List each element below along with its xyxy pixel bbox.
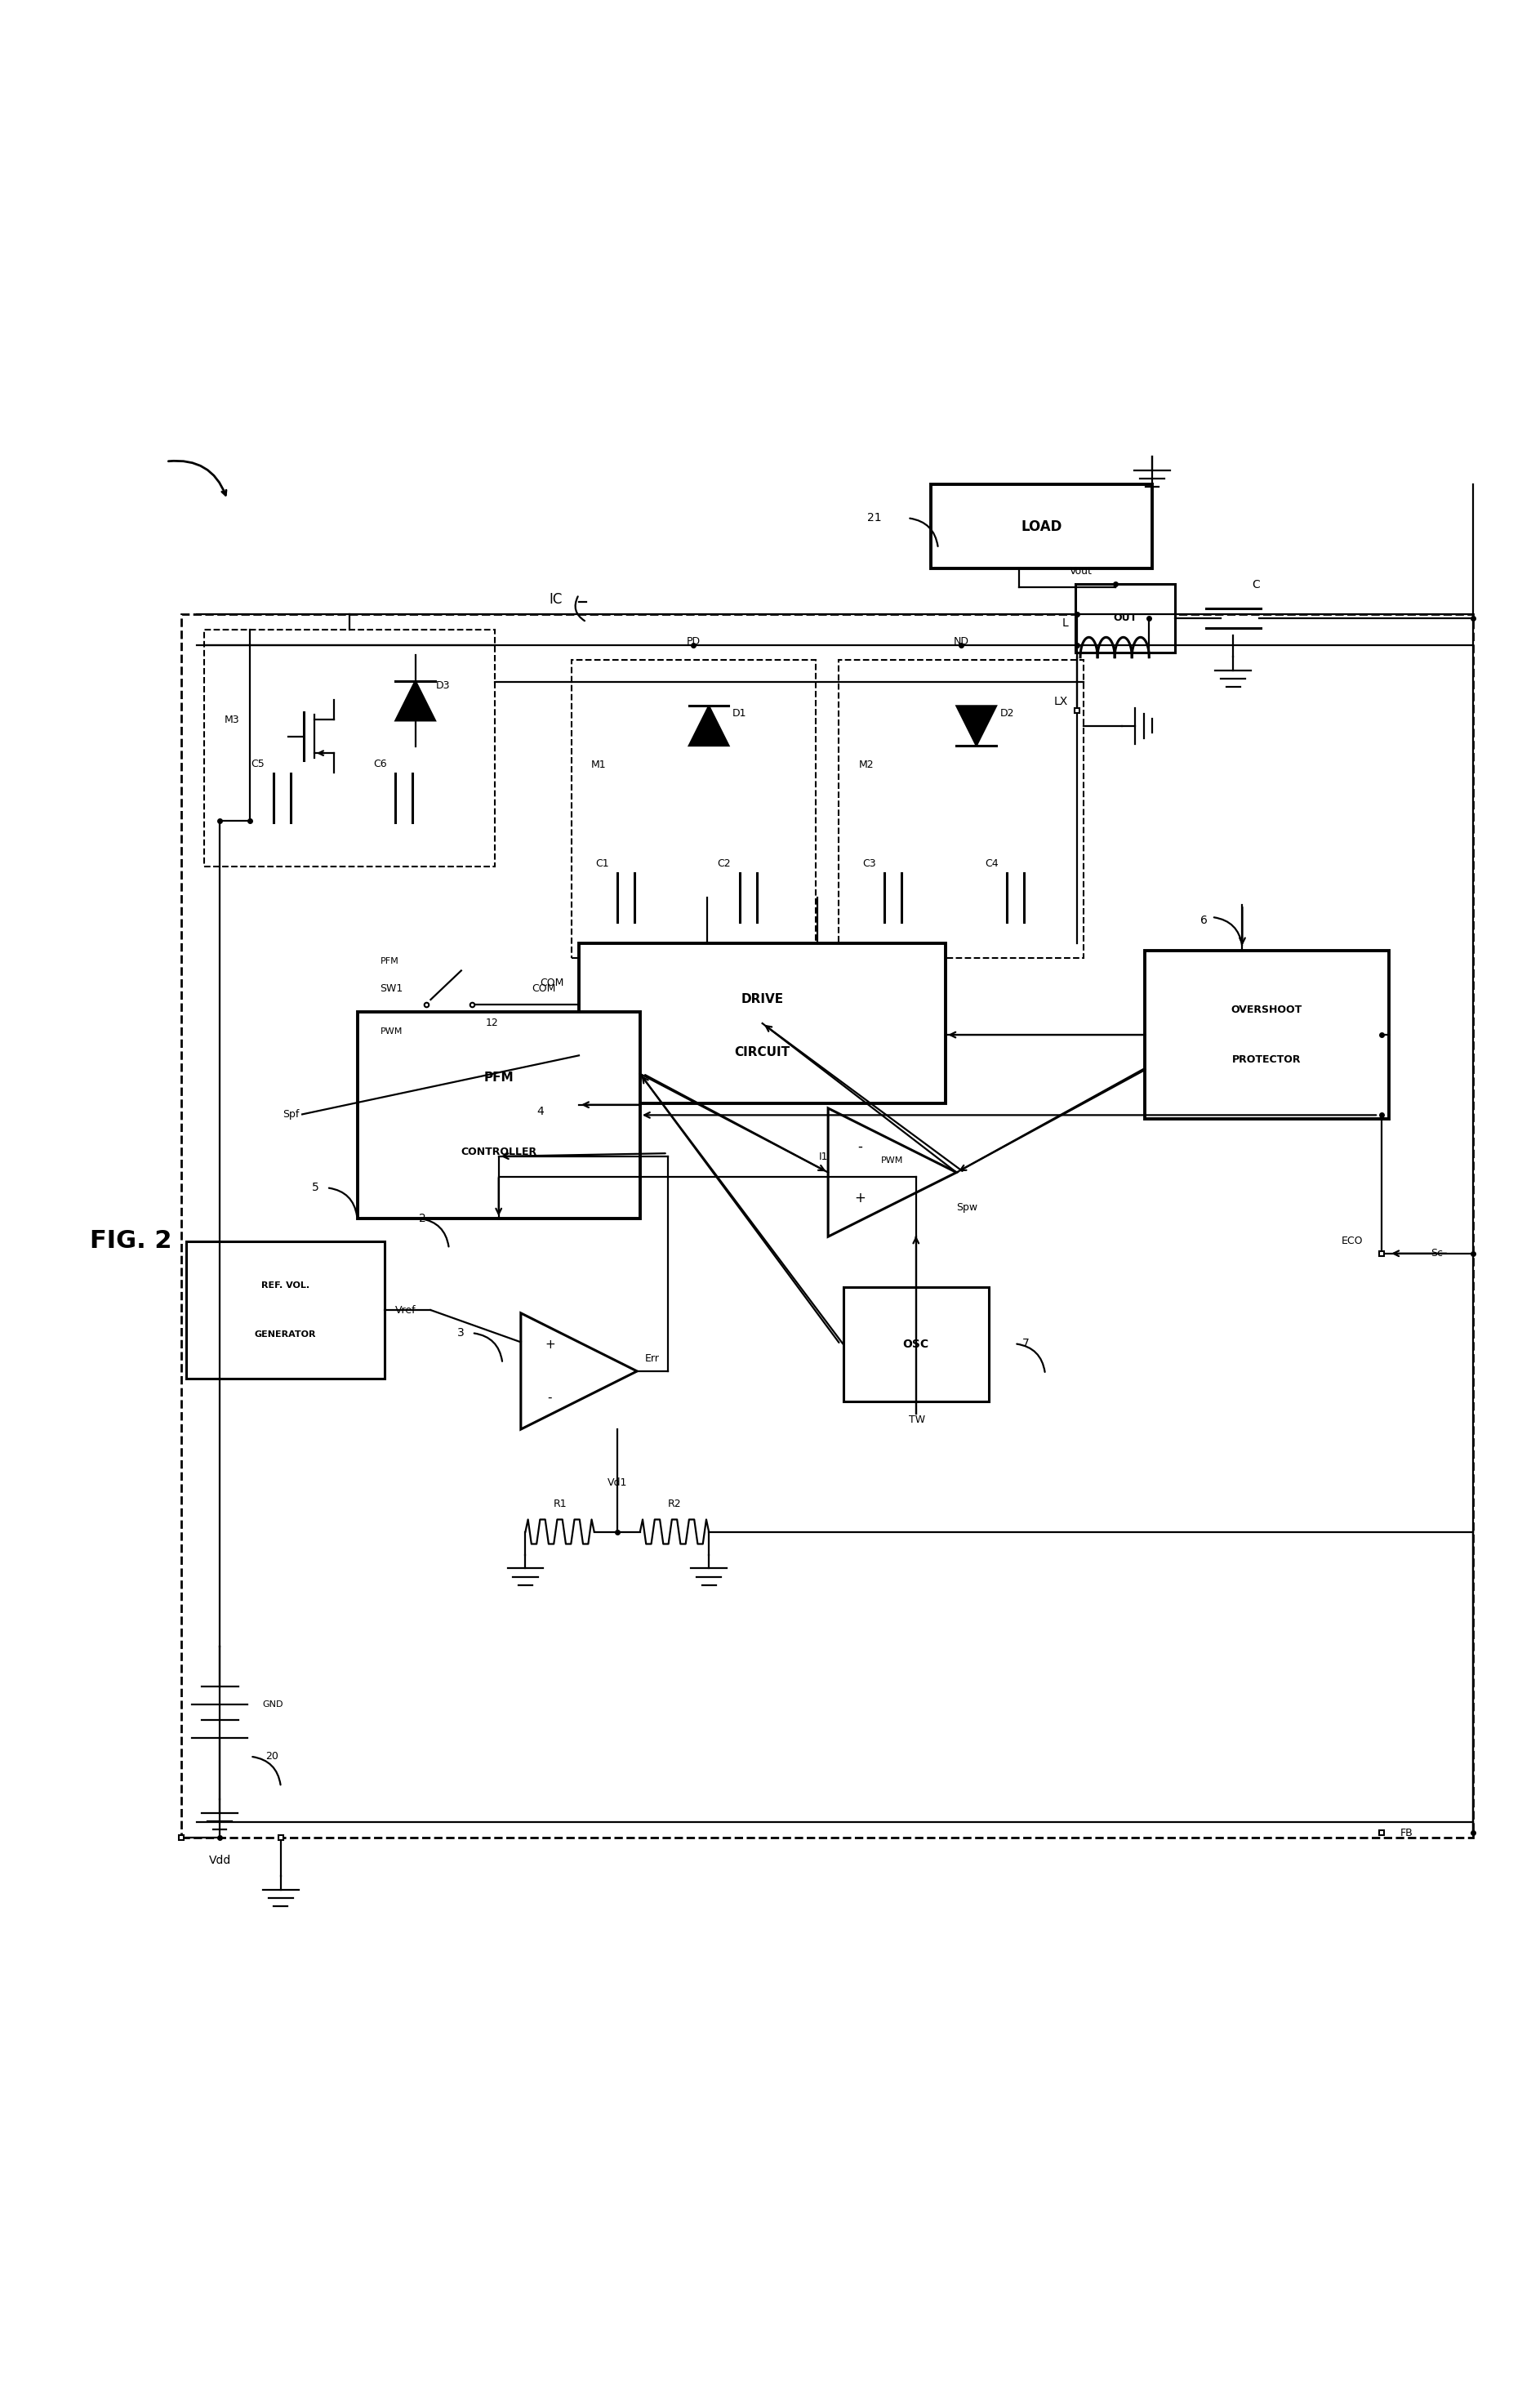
FancyBboxPatch shape <box>182 614 1474 1838</box>
Text: +: + <box>855 1191 865 1205</box>
Text: GENERATOR: GENERATOR <box>254 1331 316 1338</box>
Text: CIRCUIT: CIRCUIT <box>735 1047 790 1059</box>
Text: D3: D3 <box>436 681 450 691</box>
Polygon shape <box>688 705 728 746</box>
Text: PROTECTOR: PROTECTOR <box>1232 1054 1301 1066</box>
Text: M1: M1 <box>591 760 607 770</box>
Text: ND: ND <box>953 638 969 647</box>
Text: 2: 2 <box>419 1213 427 1225</box>
Text: C: C <box>1252 580 1260 589</box>
FancyBboxPatch shape <box>1144 950 1389 1119</box>
Text: COM: COM <box>531 984 556 994</box>
Text: PFM: PFM <box>484 1071 514 1085</box>
Text: 21: 21 <box>867 512 881 525</box>
Text: OUT: OUT <box>1113 614 1138 623</box>
Text: C1: C1 <box>594 859 608 869</box>
Text: 7: 7 <box>1023 1338 1029 1350</box>
Text: D2: D2 <box>999 707 1013 719</box>
Text: 12: 12 <box>485 1018 499 1027</box>
Text: -: - <box>858 1140 862 1155</box>
Text: 4: 4 <box>537 1104 544 1116</box>
Text: FB: FB <box>1400 1829 1412 1838</box>
Text: SW1: SW1 <box>380 984 403 994</box>
Text: LX: LX <box>1053 695 1069 707</box>
Text: C6: C6 <box>373 758 387 770</box>
Text: 20: 20 <box>265 1752 279 1761</box>
Polygon shape <box>829 1109 956 1237</box>
Text: OVERSHOOT: OVERSHOOT <box>1230 1003 1303 1015</box>
Polygon shape <box>396 681 436 722</box>
Text: 5: 5 <box>313 1181 319 1193</box>
Text: C5: C5 <box>251 758 265 770</box>
Text: Vout: Vout <box>1070 565 1092 577</box>
FancyBboxPatch shape <box>930 484 1152 568</box>
Text: COM: COM <box>539 977 564 989</box>
Text: PWM: PWM <box>380 1027 402 1037</box>
Text: IC: IC <box>550 592 562 606</box>
Text: -: - <box>548 1391 553 1403</box>
Text: CONTROLLER: CONTROLLER <box>460 1148 536 1157</box>
Text: Sc: Sc <box>1431 1249 1443 1258</box>
Text: R2: R2 <box>668 1499 681 1509</box>
Text: M2: M2 <box>859 760 873 770</box>
Polygon shape <box>956 705 996 746</box>
Text: L: L <box>1063 618 1069 630</box>
Text: 3: 3 <box>457 1328 464 1338</box>
FancyBboxPatch shape <box>1076 585 1175 652</box>
FancyBboxPatch shape <box>844 1287 989 1403</box>
Text: TW: TW <box>909 1415 926 1424</box>
Text: LOAD: LOAD <box>1021 520 1063 534</box>
FancyBboxPatch shape <box>186 1241 385 1379</box>
Text: M3: M3 <box>225 715 240 724</box>
Text: REF. VOL.: REF. VOL. <box>262 1280 310 1290</box>
Text: PWM: PWM <box>881 1157 904 1165</box>
Text: Vdd: Vdd <box>208 1855 231 1867</box>
Text: C3: C3 <box>862 859 876 869</box>
Text: Vref: Vref <box>396 1304 416 1316</box>
Text: C2: C2 <box>718 859 732 869</box>
Text: Spf: Spf <box>282 1109 299 1119</box>
FancyBboxPatch shape <box>357 1013 641 1217</box>
Text: DRIVE: DRIVE <box>741 994 784 1006</box>
Polygon shape <box>521 1314 638 1429</box>
Text: +: + <box>545 1338 554 1352</box>
Text: PFM: PFM <box>380 958 399 965</box>
Text: D1: D1 <box>733 707 747 719</box>
Text: Spw: Spw <box>956 1203 978 1213</box>
FancyBboxPatch shape <box>571 659 816 958</box>
Text: OSC: OSC <box>902 1338 929 1350</box>
Text: PD: PD <box>687 638 701 647</box>
FancyBboxPatch shape <box>205 630 494 866</box>
Text: C4: C4 <box>986 859 998 869</box>
FancyBboxPatch shape <box>579 943 946 1104</box>
Text: Vd1: Vd1 <box>607 1477 627 1487</box>
FancyBboxPatch shape <box>839 659 1083 958</box>
Text: 6: 6 <box>1201 914 1207 926</box>
Text: GND: GND <box>262 1701 283 1708</box>
Text: Err: Err <box>645 1355 659 1364</box>
Text: R1: R1 <box>553 1499 567 1509</box>
Text: I1: I1 <box>819 1152 829 1162</box>
Text: FIG. 2: FIG. 2 <box>89 1229 172 1254</box>
Text: ECO: ECO <box>1341 1237 1363 1246</box>
